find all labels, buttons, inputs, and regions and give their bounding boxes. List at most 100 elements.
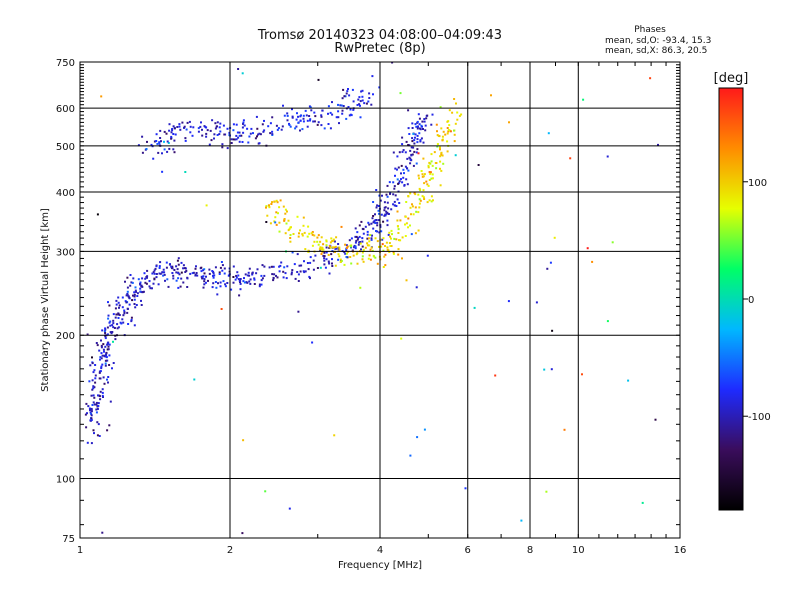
data-point (321, 246, 324, 249)
data-point (107, 376, 110, 378)
data-point (408, 133, 411, 135)
data-point (98, 349, 101, 352)
data-point (331, 258, 333, 261)
data-point (283, 218, 286, 220)
noise-point (543, 368, 546, 371)
data-point (313, 240, 316, 243)
data-point (359, 104, 361, 107)
data-point (368, 223, 371, 226)
data-point (430, 200, 433, 203)
data-point (290, 271, 293, 274)
data-point (327, 254, 330, 256)
data-point (91, 356, 93, 359)
data-point (361, 240, 364, 243)
data-point (342, 88, 345, 91)
data-point (154, 267, 157, 270)
data-point (248, 274, 251, 277)
data-point (406, 167, 409, 170)
data-point (269, 222, 272, 225)
noise-point (274, 221, 277, 224)
data-point (366, 244, 369, 247)
data-point (92, 394, 95, 397)
data-point (325, 246, 328, 249)
data-point (345, 256, 348, 258)
data-point (337, 243, 340, 245)
data-point (168, 123, 171, 126)
data-point (201, 134, 204, 137)
data-point (335, 236, 338, 239)
data-point (163, 140, 165, 143)
data-point (297, 121, 300, 124)
data-point (271, 130, 274, 133)
data-point (288, 124, 291, 126)
data-point (133, 298, 136, 301)
data-point (320, 253, 323, 255)
data-point (369, 234, 372, 236)
data-point (128, 296, 131, 299)
data-point (247, 141, 250, 144)
data-point (381, 243, 384, 246)
data-point (414, 232, 417, 235)
data-point (282, 104, 284, 107)
data-point (248, 280, 251, 283)
data-point (108, 354, 111, 357)
data-point (84, 413, 87, 416)
data-point (249, 278, 252, 281)
data-point (98, 377, 101, 380)
data-point (269, 122, 272, 125)
data-point (258, 283, 261, 286)
data-point (407, 169, 410, 172)
data-point (163, 148, 166, 151)
noise-point (359, 286, 362, 289)
data-point (104, 332, 107, 334)
data-point (455, 102, 457, 105)
data-point (179, 285, 182, 288)
data-point (311, 233, 314, 236)
data-point (151, 287, 153, 290)
data-point (280, 128, 283, 131)
data-point (419, 199, 422, 202)
data-point (153, 269, 156, 272)
data-point (93, 403, 96, 406)
data-point (435, 167, 438, 170)
data-point (372, 215, 375, 217)
data-point (139, 281, 142, 284)
data-point (272, 265, 275, 268)
data-point (95, 401, 98, 404)
data-point (376, 240, 379, 243)
data-point (177, 277, 180, 280)
noise-point (477, 164, 480, 166)
data-point (221, 264, 224, 267)
data-point (361, 255, 364, 258)
data-point (87, 405, 90, 408)
data-point (200, 266, 203, 269)
data-point (416, 134, 419, 137)
data-point (195, 265, 197, 268)
data-point (392, 181, 395, 184)
data-point (427, 184, 430, 187)
data-point (242, 121, 245, 124)
data-point (374, 219, 377, 222)
data-point (291, 116, 294, 119)
data-point (399, 239, 402, 242)
data-point (414, 133, 417, 136)
data-point (360, 90, 363, 93)
data-point (413, 139, 416, 142)
data-point (239, 288, 242, 291)
data-point (439, 106, 442, 109)
data-point (376, 204, 379, 207)
data-point (237, 278, 240, 281)
data-point (276, 276, 279, 279)
data-point (238, 140, 241, 143)
noise-point (288, 507, 291, 510)
phases-line-x: mean, sd,X: 86.3, 20.5 (605, 46, 707, 56)
data-point (200, 270, 203, 273)
data-point (328, 272, 331, 275)
data-point (159, 272, 162, 275)
data-point (261, 123, 264, 126)
data-point (243, 281, 246, 284)
data-point (369, 258, 372, 261)
data-point (99, 398, 102, 401)
data-point (304, 270, 307, 273)
data-point (317, 234, 320, 237)
